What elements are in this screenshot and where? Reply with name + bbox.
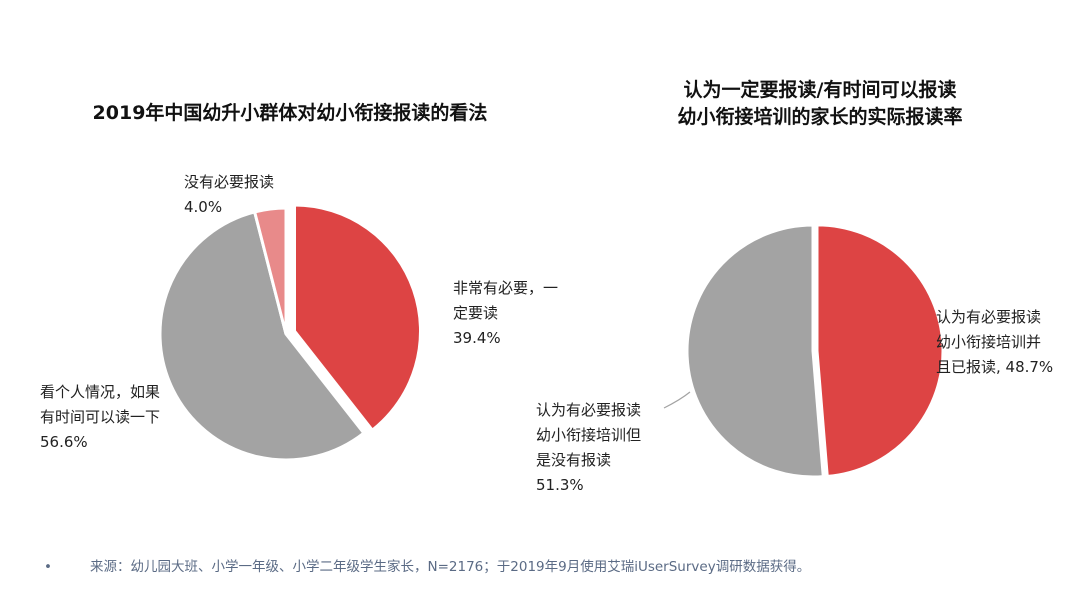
right-slice-label-not-enrolled-line-2: 幼小衔接培训但 [536,426,642,444]
left-slice-very-necessary [293,203,422,433]
left-chart-title: 2019年中国幼升小群体对幼小衔接报读的看法 [92,102,488,124]
left-slice-value-no-need: 4.0% [184,198,223,216]
left-slice-label-no-need-line-1: 没有必要报读 [184,173,275,191]
right-chart-title-line-1: 认为一定要报读/有时间可以报读 [683,79,957,101]
right-slice-not-enrolled [685,223,825,479]
left-slice-no-need [252,206,288,335]
left-slice-label-no-need: 没有必要报读 4.0% [184,170,274,220]
source-footnote: • 来源：幼儿园大班、小学一年级、小学二年级学生家长，N=2176；于2019年9… [44,555,810,575]
right-slice-label-enrolled-line-1: 认为有必要报读 [936,308,1042,326]
left-slice-label-depends: 看个人情况，如果 有时间可以读一下 56.6% [40,380,160,455]
right-slice-label-not-enrolled: 认为有必要报读 幼小衔接培训但 是没有报读 51.3% [536,398,641,498]
right-pie-chart [685,223,945,479]
right-pie-leader-line [663,391,691,409]
footnote-text: 来源：幼儿园大班、小学一年级、小学二年级学生家长，N=2176；于2019年9月… [90,559,811,575]
right-chart-title-line-2: 幼小衔接培训的家长的实际报读率 [677,106,963,128]
left-slice-value-depends: 56.6% [40,433,88,451]
right-slice-value-not-enrolled: 51.3% [536,476,584,494]
right-slice-label-not-enrolled-line-1: 认为有必要报读 [536,401,642,419]
left-slice-label-very-necessary-line-1: 非常有必要，一 [453,279,559,297]
right-slice-enrolled [815,223,945,479]
right-slice-label-not-enrolled-line-3: 是没有报读 [536,451,612,469]
left-slice-label-depends-line-2: 有时间可以读一下 [40,408,161,426]
footnote-bullet: • [44,559,52,575]
right-slice-label-enrolled: 认为有必要报读 幼小衔接培训并 且已报读, 48.7% [936,305,1053,380]
left-slice-label-depends-line-1: 看个人情况，如果 [40,383,161,401]
left-slice-label-very-necessary: 非常有必要，一 定要读 39.4% [453,276,558,351]
left-pie-chart [158,203,422,462]
left-slice-label-very-necessary-line-2: 定要读 [453,304,499,322]
left-slice-value-very-necessary: 39.4% [453,329,501,347]
right-slice-label-enrolled-line-2: 幼小衔接培训并 [936,333,1042,351]
right-chart-title: 认为一定要报读/有时间可以报读 幼小衔接培训的家长的实际报读率 [600,77,1040,131]
left-slice-depends [158,210,366,462]
right-slice-label-enrolled-line-3: 且已报读, 48.7% [936,358,1054,376]
